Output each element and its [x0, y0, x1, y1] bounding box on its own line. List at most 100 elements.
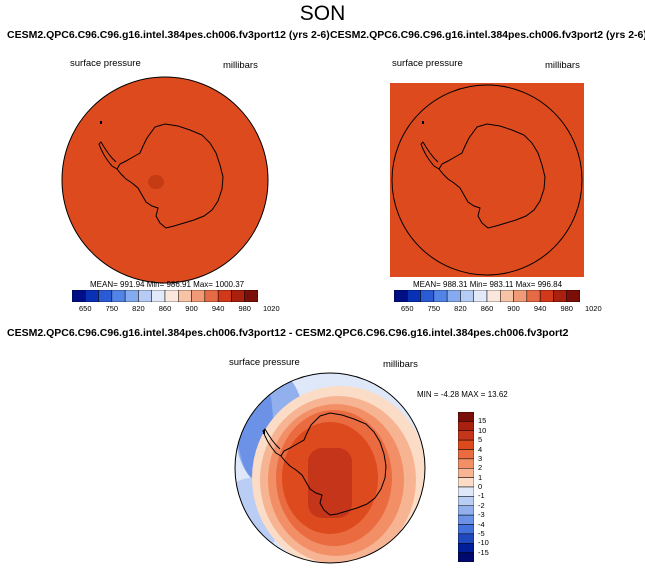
colorbar-panel3-ticks: 15 10 5 4 3 2 1 0 -1 -2 -3 -4 -5 -10 -15 — [476, 412, 506, 562]
colorbar-tick-label: 2 — [478, 463, 483, 473]
colorbar-tick-label: 4 — [478, 444, 483, 454]
colorbar-swatch — [151, 290, 166, 302]
colorbar-swatch — [458, 430, 474, 441]
colorbar-swatch — [458, 505, 474, 516]
panel3-title: CESM2.QPC6.C96.C96.g16.intel.384pes.ch00… — [7, 327, 569, 339]
colorbar-swatch — [420, 290, 435, 302]
colorbar-swatch — [204, 290, 219, 302]
colorbar-swatch — [458, 552, 474, 562]
map-panel1 — [61, 76, 269, 284]
colorbar-swatch — [500, 290, 514, 302]
panel2-title: CESM2.QPC6.C96.C96.g16.intel.384pes.ch00… — [330, 29, 645, 41]
panel1-variable: surface pressure — [70, 58, 141, 69]
colorbar-tick-label: 0 — [478, 482, 483, 491]
colorbar-tick-label: -15 — [478, 547, 489, 557]
colorbar-tick-label: -10 — [478, 538, 489, 548]
panel2-stats: MEAN= 988.31 Min= 983.11 Max= 996.84 — [413, 280, 563, 289]
map2-boundary — [391, 84, 583, 276]
colorbar-swatch — [394, 290, 408, 302]
colorbar-tick-label: 650 — [401, 304, 414, 313]
map2-antarctica-coastline — [438, 123, 546, 229]
colorbar-swatch — [446, 290, 461, 302]
colorbar-swatch — [191, 290, 206, 302]
panel3-stats: MIN = -4.28 MAX = 13.62 — [417, 390, 508, 399]
colorbar-tick-label: 940 — [211, 304, 225, 313]
map3-antarctica-coastline — [280, 412, 387, 516]
colorbar-tick-label: 980 — [238, 304, 251, 313]
colorbar-swatch — [458, 449, 474, 460]
colorbar-tick-label: 940 — [533, 304, 547, 313]
colorbar-tick-label: 10 — [478, 425, 487, 435]
colorbar-tick-label: 980 — [560, 304, 573, 313]
colorbar-tick-label: -5 — [478, 528, 485, 538]
colorbar-swatch — [486, 290, 501, 302]
panel3-variable: surface pressure — [229, 357, 300, 368]
panel2-units: millibars — [545, 60, 580, 71]
colorbar-tick-label: 820 — [132, 304, 145, 313]
colorbar-swatch — [526, 290, 541, 302]
colorbar-swatch — [473, 290, 488, 302]
colorbar-tick-label: 1020 — [584, 304, 602, 313]
map1-island — [100, 121, 102, 124]
colorbar-swatch — [433, 290, 448, 302]
colorbar-swatch — [231, 290, 245, 302]
colorbar-panel2-ticks: 650 750 820 860 900 940 980 1020 — [394, 304, 602, 316]
colorbar-swatch — [513, 290, 528, 302]
map1-antarctica-coastline — [116, 123, 224, 229]
map2-island — [422, 121, 424, 124]
map3-boundary — [234, 372, 426, 564]
colorbar-tick-label: 750 — [105, 304, 119, 313]
panel3-units: millibars — [383, 359, 418, 370]
colorbar-swatch — [98, 290, 113, 302]
colorbar-tick-label: -1 — [478, 491, 485, 501]
colorbar-tick-label: 900 — [507, 304, 520, 313]
panel1-units: millibars — [223, 60, 258, 71]
colorbar-swatch — [458, 439, 474, 450]
colorbar-panel2 — [394, 290, 580, 302]
colorbar-swatch — [458, 412, 474, 422]
colorbar-tick-label: 860 — [480, 304, 494, 313]
map2-field-square — [390, 83, 584, 277]
colorbar-swatch — [124, 290, 139, 302]
colorbar-tick-label: 900 — [185, 304, 198, 313]
colorbar-tick-label: -3 — [478, 510, 485, 520]
map1-field — [61, 76, 269, 284]
colorbar-swatch — [458, 421, 474, 431]
colorbar-swatch — [458, 543, 474, 553]
colorbar-swatch — [458, 458, 474, 469]
colorbar-swatch — [458, 477, 474, 488]
colorbar-tick-label: 820 — [454, 304, 467, 313]
map1-peninsula — [98, 141, 118, 170]
map2-peninsula — [420, 141, 440, 170]
panel1-stats: MEAN= 991.94 Min= 986.91 Max= 1000.37 — [90, 280, 245, 289]
colorbar-swatch — [244, 290, 258, 302]
colorbar-swatch — [72, 290, 86, 302]
colorbar-tick-label: 750 — [427, 304, 441, 313]
colorbar-panel3 — [458, 412, 474, 562]
map3-island — [263, 430, 265, 434]
colorbar-swatch — [217, 290, 232, 302]
colorbar-swatch — [460, 290, 474, 302]
colorbar-tick-label: 1 — [478, 472, 483, 482]
colorbar-tick-label: 15 — [478, 416, 487, 426]
colorbar-tick-label: 650 — [79, 304, 92, 313]
colorbar-swatch — [539, 290, 554, 302]
colorbar-swatch — [111, 290, 126, 302]
colorbar-tick-label: 3 — [478, 453, 483, 463]
colorbar-swatch — [566, 290, 580, 302]
colorbar-tick-label: 860 — [158, 304, 172, 313]
colorbar-swatch — [458, 468, 474, 478]
map-panel3 — [234, 372, 426, 564]
panel2-variable: surface pressure — [392, 58, 463, 69]
colorbar-panel1 — [72, 290, 258, 302]
colorbar-swatch — [458, 514, 474, 525]
colorbar-swatch — [138, 290, 152, 302]
colorbar-swatch — [178, 290, 192, 302]
panel1-title: CESM2.QPC6.C96.C96.g16.intel.384pes.ch00… — [7, 29, 330, 41]
colorbar-swatch — [458, 496, 474, 506]
colorbar-panel1-ticks: 650 750 820 860 900 940 980 1020 — [72, 304, 280, 316]
map1-low-pressure-spot — [148, 175, 164, 189]
colorbar-swatch — [553, 290, 567, 302]
map3-contours — [235, 373, 425, 563]
map-panel2 — [390, 83, 584, 277]
